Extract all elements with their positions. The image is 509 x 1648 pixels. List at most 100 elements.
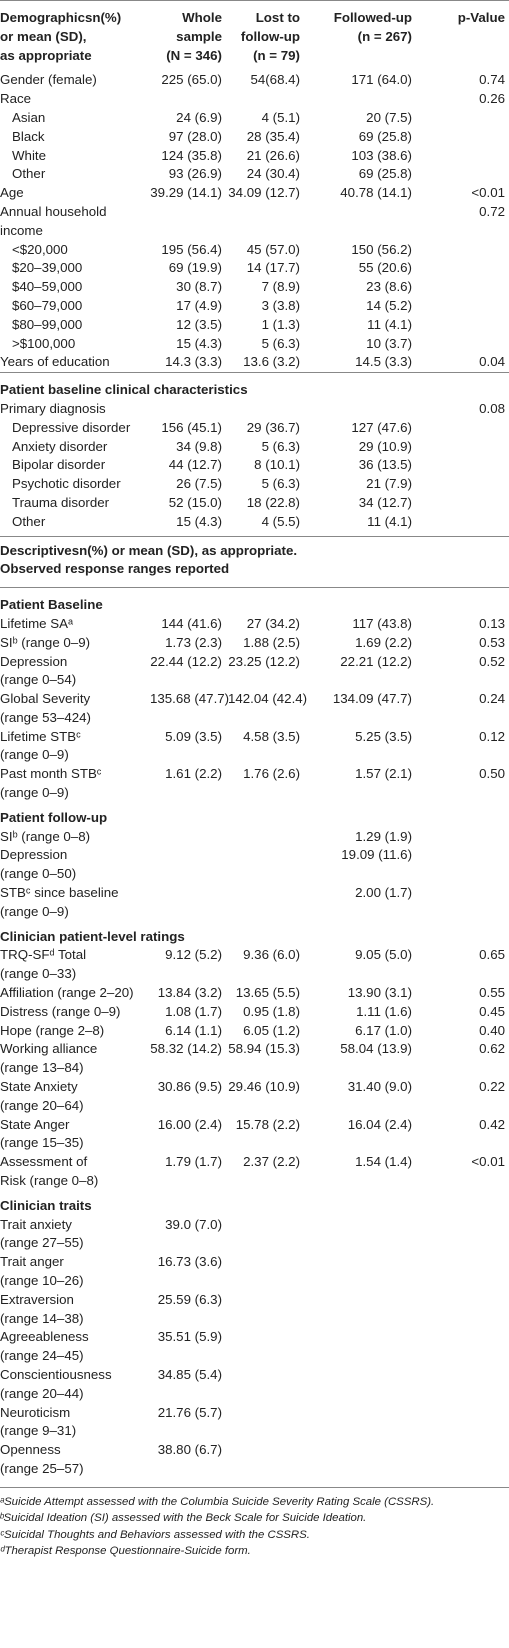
- row-label: State Anxiety (range 20–64): [0, 1078, 150, 1116]
- cell-text: 4 (5.5): [261, 513, 300, 529]
- cell-text: 29 (36.7): [246, 419, 300, 435]
- cell: 3 (3.8): [228, 297, 306, 316]
- label-text: $40–59,000: [12, 279, 83, 295]
- cell: [306, 1404, 420, 1442]
- label-text: Past month STBᶜ: [0, 766, 102, 782]
- cell: 21.76 (5.7): [150, 1404, 228, 1442]
- cell: 156 (45.1): [150, 419, 228, 438]
- label-text: (range 0–9): [0, 903, 69, 919]
- label-text: (range 0–54): [0, 672, 77, 688]
- cell: 225 (65.0): [150, 71, 228, 90]
- table-row: STBᶜ since baseline (range 0–9) 2.00 (1.7): [0, 884, 509, 922]
- label-text: (range 10–26): [0, 1273, 84, 1288]
- label-text: Trait anxiety: [0, 1216, 72, 1232]
- cell: 93 (26.9): [150, 165, 228, 184]
- header-cell: Demographicsn(%) or mean (SD), as appropri…: [0, 0, 150, 72]
- label-text: Depression: [0, 847, 68, 863]
- row-label: Primary diagnosis: [0, 400, 150, 419]
- row-label: Psychotic disorder: [0, 475, 150, 494]
- cell-text: 20 (7.5): [366, 109, 412, 125]
- table-row: Neuroticism (range 9–31) 21.76 (5.7): [0, 1404, 509, 1442]
- cell-text: 16.73 (3.6): [157, 1254, 222, 1270]
- header-text: Demographicsn(%): [0, 10, 122, 25]
- label-text: Depression: [0, 653, 68, 669]
- cell: 134.09 (47.7): [306, 690, 420, 728]
- cell: 20 (7.5): [306, 109, 420, 128]
- footnote: ᵇSuicidal Ideation (SI) assessed with th…: [0, 1512, 367, 1525]
- cell: 23 (8.6): [306, 278, 420, 297]
- section-title-row: Clinician traits: [0, 1191, 509, 1216]
- cell-text: 22.21 (12.2): [340, 653, 412, 669]
- label-text: (range 25–57): [0, 1460, 84, 1476]
- header-cell: Lost to follow-up (n = 79): [228, 0, 306, 72]
- label-text: Lifetime SAᵃ: [0, 615, 73, 631]
- label-text: Distress (range 0–9): [0, 1003, 121, 1019]
- cell: [228, 90, 306, 109]
- cell-text: 103 (38.6): [351, 147, 412, 163]
- cell: 21 (26.6): [228, 147, 306, 166]
- section-title: Clinician patient-level ratings: [0, 922, 509, 947]
- table-row: Depression (range 0–50) 19.09 (11.6): [0, 846, 509, 884]
- cell: 26 (7.5): [150, 475, 228, 494]
- cell: 0.26: [420, 90, 509, 109]
- header-text: (n = 267): [357, 28, 412, 44]
- cell: 5 (6.3): [228, 475, 306, 494]
- label-text: Psychotic disorder: [12, 476, 121, 492]
- cell: <0.01: [420, 184, 509, 203]
- cell-text: 36 (13.5): [358, 457, 412, 473]
- header-text: (n = 79): [253, 47, 300, 63]
- cell-text: 58.32 (14.2): [150, 1041, 222, 1057]
- label-text: Bipolar disorder: [12, 457, 106, 473]
- cell: [420, 297, 509, 316]
- cell-text: 13.90 (3.1): [347, 985, 412, 1001]
- cell-text: 0.12: [479, 728, 505, 744]
- row-label: >$100,000: [0, 335, 150, 354]
- cell: 2.37 (2.2): [228, 1153, 306, 1191]
- header-cell: p-Value: [420, 0, 509, 72]
- cell-text: 8 (10.1): [254, 457, 300, 473]
- cell: 34.09 (12.7): [228, 184, 306, 203]
- row-label: White: [0, 147, 150, 166]
- cell: [420, 1366, 509, 1404]
- cell: 1.88 (2.5): [228, 634, 306, 653]
- cell-text: 1.61 (2.2): [165, 766, 222, 782]
- cell-text: 3 (3.8): [261, 297, 300, 313]
- row-label: TRQ-SFᵈ Total (range 0–33): [0, 946, 150, 984]
- cell: 0.24: [420, 690, 509, 728]
- cell: 17 (4.9): [150, 297, 228, 316]
- cell-text: 38.80 (6.7): [157, 1442, 222, 1458]
- table-row: Anxiety disorder 34 (9.8) 5 (6.3) 29 (10.9): [0, 438, 509, 457]
- label-text: White: [12, 147, 46, 163]
- cell: [228, 1291, 306, 1329]
- cell: [420, 165, 509, 184]
- cell: [306, 203, 420, 241]
- cell: [420, 1404, 509, 1442]
- table-row: Past month STBᶜ (range 0–9) 1.61 (2.2) 1.76…: [0, 765, 509, 803]
- row-label: Bipolar disorder: [0, 456, 150, 475]
- label-text: Primary diagnosis: [0, 400, 106, 416]
- cell-text: <0.01: [471, 185, 505, 201]
- table-row: State Anxiety (range 20–64) 30.86 (9.5) 29.…: [0, 1078, 509, 1116]
- row-label: $20–39,000: [0, 259, 150, 278]
- cell: 55 (20.6): [306, 259, 420, 278]
- cell: [420, 241, 509, 260]
- cell-text: 6.14 (1.1): [165, 1022, 222, 1038]
- row-label: Asian: [0, 109, 150, 128]
- cell: [228, 400, 306, 419]
- cell-text: 35.51 (5.9): [157, 1329, 222, 1345]
- cell-text: 21 (7.9): [366, 476, 412, 492]
- cell: [420, 1216, 509, 1254]
- cell: 44 (12.7): [150, 456, 228, 475]
- cell: [420, 335, 509, 354]
- table-row: Openness (range 25–57) 38.80 (6.7): [0, 1441, 509, 1487]
- cell-text: 195 (56.4): [161, 241, 222, 257]
- cell-text: 25.59 (6.3): [157, 1291, 222, 1307]
- table-row: Depression (range 0–54) 22.44 (12.2) 23.25 …: [0, 653, 509, 691]
- cell: 38.80 (6.7): [150, 1441, 228, 1487]
- row-label: Global Severity (range 53–424): [0, 690, 150, 728]
- label-text: STBᶜ since baseline: [0, 885, 119, 901]
- table-row: Trait anxiety (range 27–55) 39.0 (7.0): [0, 1216, 509, 1254]
- cell: [228, 1328, 306, 1366]
- cell: [150, 846, 228, 884]
- label-text: Race: [0, 91, 32, 107]
